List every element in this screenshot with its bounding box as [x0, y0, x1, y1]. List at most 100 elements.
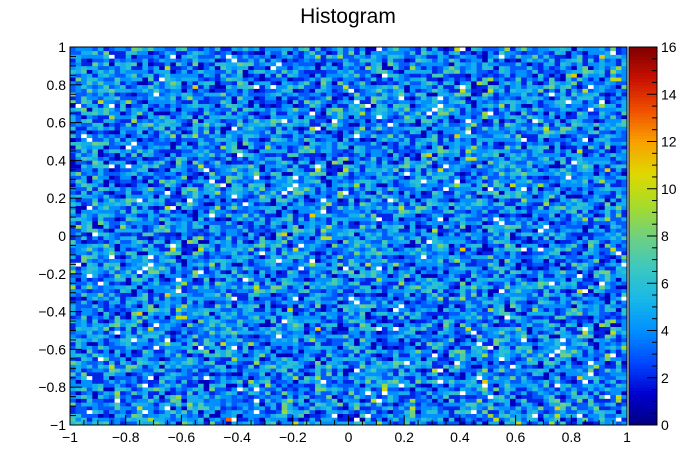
- histogram-bin: [393, 394, 399, 399]
- histogram-bin: [248, 394, 255, 399]
- histogram-bin: [426, 273, 433, 278]
- histogram-bin: [114, 258, 121, 263]
- histogram-bin: [198, 262, 204, 267]
- histogram-bin: [437, 341, 444, 346]
- histogram-bin: [426, 270, 433, 275]
- histogram-bin: [365, 330, 372, 335]
- histogram-bin: [621, 277, 628, 282]
- histogram-bin: [114, 353, 121, 358]
- histogram-bin: [326, 383, 333, 388]
- histogram-bin: [621, 326, 628, 331]
- histogram-bin: [86, 379, 93, 384]
- histogram-bin: [203, 383, 210, 388]
- histogram-bin: [459, 315, 466, 320]
- histogram-bin: [420, 273, 427, 278]
- histogram-bin: [404, 239, 411, 244]
- histogram-bin: [487, 239, 494, 244]
- histogram-bin: [359, 322, 366, 328]
- histogram-bin: [443, 413, 450, 418]
- histogram-bin: [264, 239, 271, 244]
- histogram-bin: [164, 360, 171, 365]
- histogram-bin: [147, 304, 154, 309]
- histogram-bin: [248, 341, 255, 346]
- histogram-bin: [270, 349, 277, 354]
- histogram-bin: [231, 409, 238, 414]
- histogram-bin: [593, 379, 600, 384]
- histogram-bin: [81, 292, 88, 297]
- histogram-bin: [276, 315, 282, 320]
- histogram-bin: [164, 262, 171, 267]
- histogram-bin: [560, 266, 567, 271]
- histogram-bin: [420, 330, 427, 335]
- histogram-bin: [504, 375, 511, 380]
- histogram-bin: [175, 270, 182, 275]
- histogram-bin: [471, 360, 477, 365]
- histogram-bin: [114, 322, 121, 328]
- histogram-bin: [281, 296, 288, 301]
- histogram-bin: [153, 296, 160, 301]
- histogram-bin: [186, 262, 193, 267]
- histogram-bin: [443, 311, 450, 316]
- histogram-bin: [599, 277, 606, 282]
- histogram-bin: [437, 413, 444, 418]
- histogram-bin: [320, 421, 327, 426]
- histogram-bin: [170, 379, 177, 384]
- histogram-bin: [337, 398, 344, 403]
- histogram-bin: [398, 417, 405, 422]
- histogram-bin: [443, 406, 450, 411]
- histogram-bin: [270, 406, 277, 411]
- histogram-bin: [287, 364, 294, 369]
- histogram-bin: [231, 417, 238, 422]
- histogram-bin: [487, 406, 494, 411]
- histogram-bin: [70, 258, 76, 263]
- histogram-bin: [521, 319, 528, 324]
- histogram-bin: [554, 394, 561, 399]
- histogram-bin: [270, 375, 277, 380]
- histogram-bin: [415, 292, 422, 297]
- histogram-bin: [404, 262, 411, 267]
- histogram-bin: [593, 349, 600, 354]
- histogram-bin: [309, 281, 316, 286]
- histogram-bin: [387, 277, 394, 282]
- histogram-bin: [387, 394, 394, 399]
- histogram-bin: [565, 258, 572, 263]
- histogram-bin: [147, 375, 154, 380]
- histogram-bin: [92, 402, 99, 407]
- histogram-bin: [253, 375, 260, 380]
- histogram-bin: [621, 247, 628, 252]
- histogram-bin: [365, 243, 372, 248]
- histogram-bin: [549, 277, 555, 282]
- histogram-bin: [398, 251, 405, 256]
- histogram-bin: [198, 239, 204, 244]
- histogram-bin: [75, 375, 82, 380]
- histogram-bin: [136, 387, 143, 392]
- histogram-bin: [264, 270, 271, 275]
- histogram-bin: [582, 360, 589, 365]
- histogram-bin: [298, 364, 305, 369]
- histogram-bin: [248, 236, 255, 241]
- histogram-bin: [253, 281, 260, 286]
- histogram-bin: [398, 398, 405, 403]
- histogram-bin: [108, 277, 115, 282]
- histogram-bin: [170, 285, 177, 290]
- histogram-bin: [175, 353, 182, 358]
- histogram-bin: [231, 243, 238, 248]
- histogram-bin: [459, 288, 466, 293]
- histogram-bin: [248, 375, 255, 380]
- histogram-bin: [97, 315, 104, 320]
- histogram-bin: [393, 243, 399, 248]
- histogram-bin: [370, 375, 377, 380]
- histogram-bin: [86, 326, 93, 331]
- histogram-bin: [159, 375, 165, 380]
- histogram-bin: [487, 296, 494, 301]
- histogram-bin: [448, 326, 455, 331]
- histogram-bin: [448, 251, 455, 256]
- histogram-bin: [248, 356, 255, 362]
- histogram-bin: [387, 251, 394, 256]
- histogram-bin: [381, 360, 388, 365]
- histogram-bin: [237, 383, 243, 388]
- histogram-bin: [214, 270, 221, 275]
- histogram-bin: [220, 360, 227, 365]
- histogram-bin: [387, 254, 394, 259]
- histogram-bin: [549, 258, 555, 263]
